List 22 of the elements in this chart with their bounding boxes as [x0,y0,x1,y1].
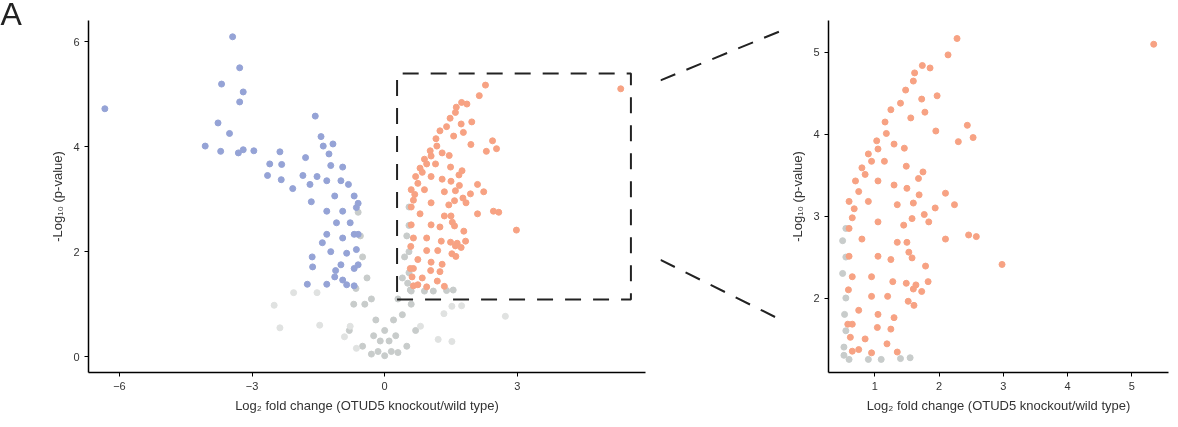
x-tick-label: 4 [1064,379,1071,392]
y-tick-label: 3 [813,210,820,223]
y-axis-title: -Log₁₀ (p-value) [790,151,806,242]
x-axis-title: Log₂ fold change (OTUD5 knockout/wild type) [235,397,499,413]
x-tick-label: 0 [381,379,388,392]
x-tick-label: 5 [1128,379,1135,392]
y-tick-label: 6 [73,35,80,48]
x-tick-label: 3 [1000,379,1007,392]
x-tick-label: 1 [871,379,878,392]
x-tick-label: 3 [514,379,521,392]
y-tick-label: 4 [813,128,820,141]
x-tick-label: −6 [113,379,126,392]
y-tick-label: 0 [73,350,80,363]
y-tick-label: 2 [813,292,820,305]
y-axis-title: -Log₁₀ (p-value) [50,151,66,242]
x-axis-title: Log₂ fold change (OTUD5 knockout/wild type) [866,397,1131,413]
y-tick-label: 4 [73,140,80,153]
x-tick-label: −3 [245,379,259,392]
y-tick-label: 2 [73,245,80,258]
text: A [0,0,23,32]
x-tick-label: 2 [935,379,943,392]
y-tick-label: 5 [813,46,820,59]
